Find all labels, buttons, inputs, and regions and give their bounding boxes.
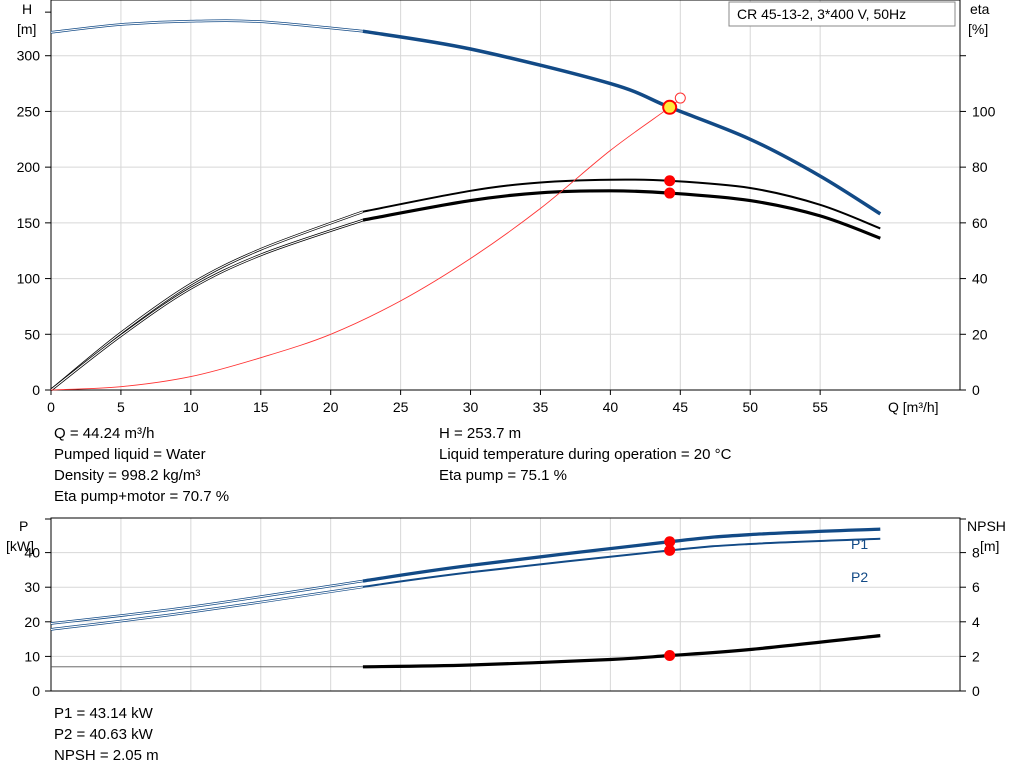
x-tick-label: 15	[253, 399, 269, 415]
y2-axis-unit-npsh: [m]	[980, 538, 999, 554]
lower-chart-points	[664, 536, 676, 662]
y2-tick-label: 0	[972, 382, 980, 398]
duty-point-P1	[664, 536, 676, 548]
info-block-right: H = 253.7 m Liquid temperature during op…	[439, 423, 731, 486]
series-head-extended-core	[50, 20, 363, 33]
y-axis-label-p: P	[19, 518, 28, 534]
info-flow: Q = 44.24 m³/h	[54, 425, 155, 442]
series-label-p1: P1	[851, 536, 868, 552]
series-P2-extended-core	[50, 586, 363, 630]
y-tick-label: 0	[32, 683, 40, 699]
lower-chart-series	[50, 527, 881, 669]
y2-tick-label: 6	[972, 579, 980, 595]
duty-point-eta_pump_motor	[664, 187, 676, 199]
system-curve-end-marker	[674, 92, 686, 104]
info-eta-pump: Eta pump = 75.1 %	[439, 467, 567, 484]
y2-tick-label: 8	[972, 545, 980, 561]
y-axis-unit-p: [kW]	[6, 538, 34, 554]
series-eta_pump	[362, 178, 881, 230]
y-tick-label: 40	[24, 545, 40, 561]
y-tick-label: 200	[17, 159, 41, 175]
y2-tick-label: 20	[972, 326, 988, 342]
info-pumped-liquid: Pumped liquid = Water	[54, 446, 206, 463]
y-tick-label: 10	[24, 648, 40, 664]
info-block-left: Q = 44.24 m³/h Pumped liquid = Water Den…	[54, 423, 229, 507]
y2-tick-label: 100	[972, 103, 996, 119]
y2-axis-label-eta: eta	[970, 1, 990, 17]
series-eta_pump_motor-extended-core	[50, 219, 364, 391]
x-tick-label: 10	[183, 399, 199, 415]
y2-axis-unit-eta: [%]	[968, 21, 988, 37]
lower-chart-grid	[51, 518, 960, 691]
duty-point-eta_pump	[664, 175, 676, 187]
y2-tick-label: 60	[972, 215, 988, 231]
y-tick-label: 250	[17, 103, 41, 119]
upper-chart-points	[662, 92, 686, 199]
x-tick-label: 40	[603, 399, 619, 415]
y-tick-label: 50	[24, 326, 40, 342]
y2-tick-label: 80	[972, 159, 988, 175]
lower-chart-axes: 0 10 20 30 40 0 2 4 6 8	[24, 518, 980, 699]
info-density: Density = 998.2 kg/m³	[54, 467, 201, 484]
info-eta-pump-motor: Eta pump+motor = 70.7 %	[54, 488, 230, 505]
x-tick-label: 35	[533, 399, 549, 415]
chart-title-box	[728, 1, 956, 27]
y-tick-label: 0	[32, 382, 40, 398]
x-tick-label: 45	[673, 399, 689, 415]
x-tick-label: 50	[742, 399, 758, 415]
series-head	[362, 29, 882, 216]
series-P2	[362, 537, 881, 588]
info-p1: P1 = 43.14 kW	[54, 705, 153, 722]
y2-tick-label: 0	[972, 683, 980, 699]
y2-tick-label: 40	[972, 271, 988, 287]
y-axis-unit-h: [m]	[17, 21, 36, 37]
duty-point-npsh	[664, 650, 676, 662]
x-axis-label-q: Q [m³/h]	[888, 399, 939, 415]
series-eta_pump-extended-outline	[50, 210, 364, 392]
series-label-p2: P2	[851, 569, 868, 585]
x-tick-label: 55	[812, 399, 828, 415]
series-eta_pump_motor-extended-outline	[50, 218, 364, 392]
lower-chart-frame	[50, 517, 961, 692]
y-axis-label-h: H	[22, 1, 32, 17]
y2-axis-label-npsh: NPSH	[967, 518, 1006, 534]
x-tick-label: 25	[393, 399, 409, 415]
y-tick-label: 300	[17, 48, 41, 64]
x-tick-label: 0	[47, 399, 55, 415]
info-block-power: P1 = 43.14 kW P2 = 40.63 kW NPSH = 2.05 …	[54, 703, 159, 766]
y-tick-label: 100	[17, 271, 41, 287]
x-tick-label: 30	[463, 399, 479, 415]
y2-tick-label: 2	[972, 648, 980, 664]
info-liquid-temperature: Liquid temperature during operation = 20…	[439, 446, 732, 463]
y-tick-label: 20	[24, 614, 40, 630]
series-P1	[362, 527, 881, 583]
upper-chart-series	[50, 19, 882, 392]
chart-title: CR 45-13-2, 3*400 V, 50Hz	[737, 6, 906, 22]
info-p2: P2 = 40.63 kW	[54, 726, 153, 743]
series-eta_pump_motor	[362, 189, 881, 240]
series-P2-extended-outline	[50, 585, 364, 631]
series-npsh	[362, 634, 881, 669]
y-tick-label: 150	[17, 215, 41, 231]
duty-point-P2	[664, 544, 676, 556]
y2-tick-label: 4	[972, 614, 980, 630]
series-P1-extended-core	[50, 580, 363, 625]
duty-point-head	[662, 99, 678, 115]
upper-chart-frame	[50, 0, 961, 391]
series-system-curve	[50, 97, 681, 391]
y-tick-label: 30	[24, 579, 40, 595]
series-eta_pump-extended-core	[50, 211, 364, 391]
x-tick-label: 20	[323, 399, 339, 415]
info-npsh: NPSH = 2.05 m	[54, 747, 159, 764]
info-head: H = 253.7 m	[439, 425, 522, 442]
x-tick-label: 5	[117, 399, 125, 415]
upper-chart-axes: 0 5 10 15 20 25 30 35 40 45 50 55050100150200250300…	[17, 11, 996, 415]
